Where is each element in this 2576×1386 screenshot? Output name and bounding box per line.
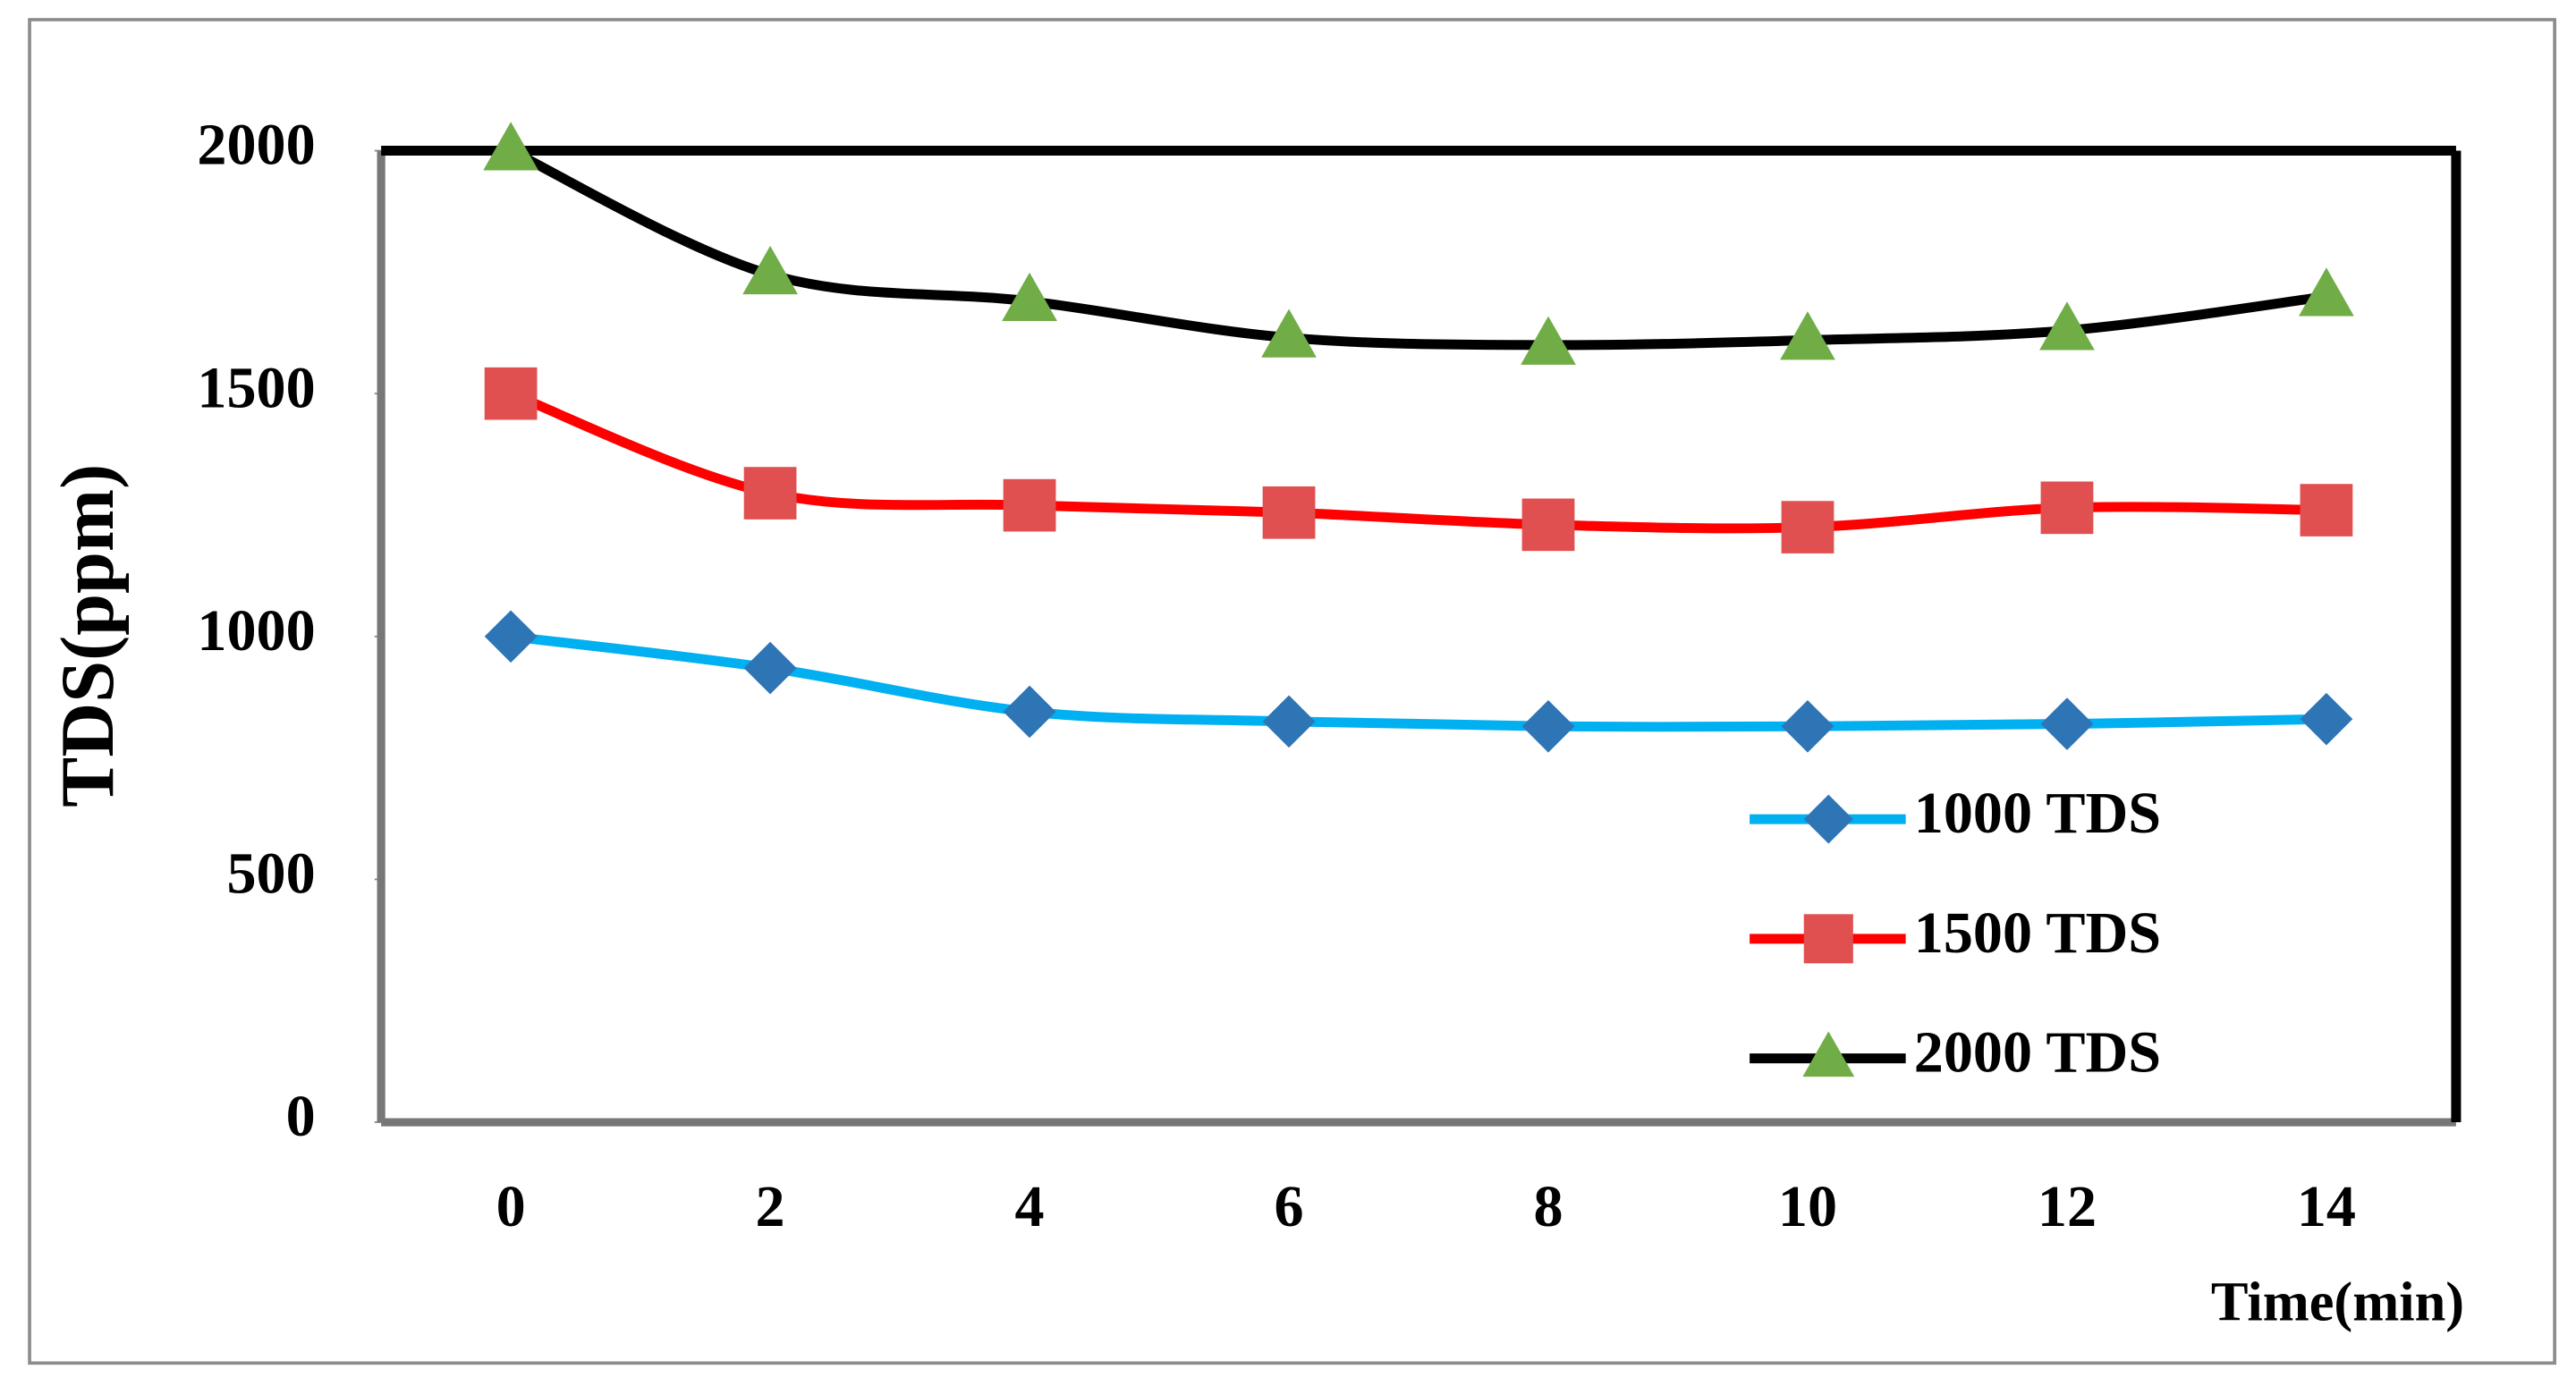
- marker: [742, 245, 798, 295]
- marker: [1262, 695, 1316, 748]
- x-tick-label: 0: [496, 1174, 526, 1239]
- marker: [483, 122, 538, 171]
- x-tick-label: 10: [1778, 1174, 1837, 1239]
- marker: [1781, 699, 1835, 753]
- marker: [2300, 692, 2353, 746]
- series-line: [510, 631, 2327, 732]
- legend-label: 1000 TDS: [1914, 781, 2161, 846]
- y-tick-label: 2000: [197, 113, 315, 178]
- marker: [2040, 481, 2094, 535]
- x-tick-label: 4: [1015, 1174, 1045, 1239]
- x-axis-title: Time(min): [2211, 1271, 2464, 1332]
- legend-marker: [1803, 794, 1853, 844]
- y-tick-label: 0: [286, 1084, 316, 1149]
- x-tick-label: 12: [2038, 1174, 2097, 1239]
- x-tick-label: 8: [1533, 1174, 1563, 1239]
- marker: [1262, 486, 1316, 539]
- marker: [1003, 478, 1056, 532]
- marker: [1521, 316, 1576, 365]
- x-tick-label: 2: [756, 1174, 785, 1239]
- legend-label: 2000 TDS: [1914, 1020, 2161, 1086]
- x-tick-label: 14: [2297, 1174, 2356, 1239]
- series-line: [509, 389, 2326, 534]
- marker: [1521, 699, 1575, 753]
- marker: [2299, 267, 2354, 317]
- y-axis-title: TDS(ppm): [47, 464, 130, 807]
- marker: [1003, 685, 1056, 739]
- marker: [484, 367, 538, 420]
- legend-marker: [1803, 914, 1853, 964]
- legend-marker: [1802, 1031, 1855, 1078]
- marker: [743, 467, 797, 520]
- marker: [1261, 308, 1317, 358]
- marker: [2039, 301, 2095, 351]
- y-tick-label: 1000: [197, 598, 315, 663]
- legend-label: 1500 TDS: [1914, 900, 2161, 966]
- marker: [2300, 484, 2353, 537]
- marker: [1521, 498, 1575, 552]
- y-tick-label: 500: [226, 841, 315, 907]
- x-tick-label: 6: [1275, 1174, 1304, 1239]
- marker: [1002, 272, 1057, 321]
- marker: [1780, 311, 1835, 360]
- y-tick-label: 1500: [197, 355, 315, 420]
- marker: [1781, 501, 1835, 554]
- series-line: [508, 146, 2327, 351]
- chart-frame: [28, 18, 2556, 1365]
